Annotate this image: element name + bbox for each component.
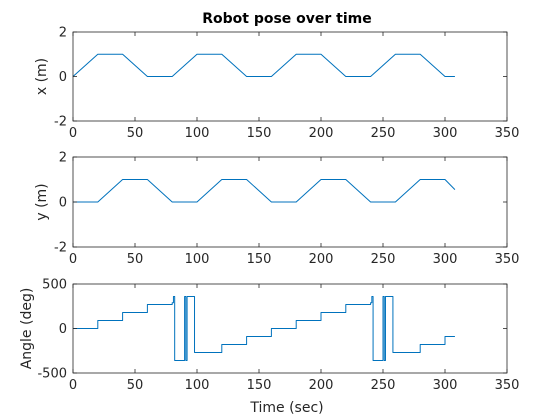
y-axis-xtick-label: 0: [69, 252, 77, 267]
angle-axis-ytick-label: -500: [37, 367, 67, 382]
x-axis-ytick-label: 2: [59, 26, 67, 41]
x-axis-label: x (m): [34, 58, 50, 95]
x-axis-xtick-label: 300: [433, 126, 458, 141]
y-axis-xtick-label: 350: [495, 252, 520, 267]
angle-axis-xtick-label: 200: [309, 378, 334, 393]
x-axis-xtick-label: 0: [69, 126, 77, 141]
y-axis-ytick-label: 0: [59, 196, 67, 211]
angle-axis-xtick-label: 300: [433, 378, 458, 393]
angle-axis-xtick-label: 50: [127, 378, 144, 393]
angle-axis-xtick-label: 100: [185, 378, 210, 393]
angle-axis-xtick-label: 350: [495, 378, 520, 393]
y-axis-xtick-label: 50: [127, 252, 144, 267]
chart-title: Robot pose over time: [202, 11, 372, 27]
x-axis-label: Time (sec): [249, 400, 323, 416]
y-axis-label: y (m): [34, 183, 50, 220]
y-axis-ytick-label: 2: [59, 151, 67, 166]
y-position-line-0: [73, 179, 456, 203]
angle-axis-xtick-label: 0: [69, 378, 77, 393]
x-axis-xtick-label: 50: [127, 126, 144, 141]
y-axis-ytick-label: -2: [54, 241, 67, 256]
angle-axis-label: Angle (deg): [19, 288, 35, 370]
x-axis-box: [72, 31, 508, 122]
angle-axis-ytick-label: 0: [59, 322, 67, 337]
y-axis-xtick-label: 200: [309, 252, 334, 267]
x-axis-xtick-label: 150: [247, 126, 272, 141]
angle-line-0: [73, 295, 455, 362]
y-axis-xtick-label: 100: [185, 252, 210, 267]
x-axis-xtick-label: 200: [309, 126, 334, 141]
angle-axis-xtick-label: 150: [247, 378, 272, 393]
x-axis-ytick-label: 0: [59, 70, 67, 85]
y-axis-xtick-label: 300: [433, 252, 458, 267]
angle-axis-xtick-label: 250: [371, 378, 396, 393]
x-axis-ytick-label: -2: [54, 115, 67, 130]
x-position-line-0: [72, 53, 455, 77]
x-axis-xtick-label: 100: [185, 126, 210, 141]
y-axis-xtick-label: 150: [247, 252, 272, 267]
angle-axis-ytick-label: 500: [42, 278, 67, 293]
x-axis-xtick-label: 250: [371, 126, 396, 141]
y-axis-xtick-label: 250: [371, 252, 396, 267]
x-axis-xtick-label: 350: [495, 126, 520, 141]
